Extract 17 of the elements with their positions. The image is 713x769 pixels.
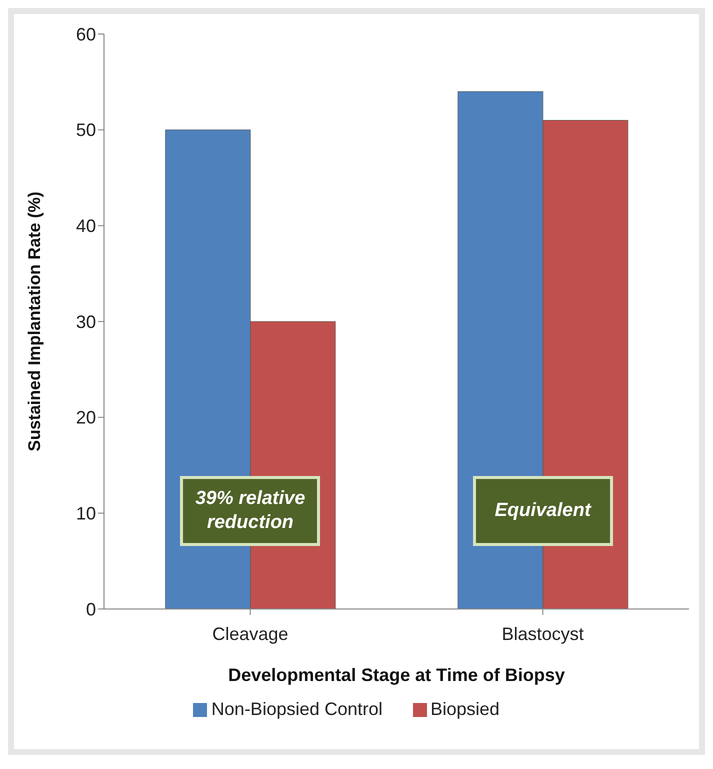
y-tick-label: 0 xyxy=(86,599,96,620)
y-tick-label: 60 xyxy=(76,24,96,44)
x-tick-label: Blastocyst xyxy=(502,624,584,644)
y-tick-label: 40 xyxy=(76,216,96,236)
annotation: 39% relative reduction xyxy=(194,486,306,536)
annotation: Equivalent xyxy=(494,498,591,523)
legend-label: Biopsied xyxy=(430,699,500,719)
note-box: 39% relative reduction xyxy=(180,476,320,546)
legend-label: Non-Biopsied Control xyxy=(211,699,383,719)
y-tick-label: 50 xyxy=(76,120,96,140)
note-box: Equivalent xyxy=(472,476,613,546)
x-axis-title: Developmental Stage at Time of Biopsy xyxy=(228,665,565,685)
y-axis-title: Sustained Implantation Rate (%) xyxy=(25,192,44,452)
x-tick-label: Cleavage xyxy=(212,624,288,644)
y-tick-label: 30 xyxy=(76,312,96,332)
y-tick-label: 10 xyxy=(76,504,96,524)
y-tick-label: 20 xyxy=(76,408,96,428)
